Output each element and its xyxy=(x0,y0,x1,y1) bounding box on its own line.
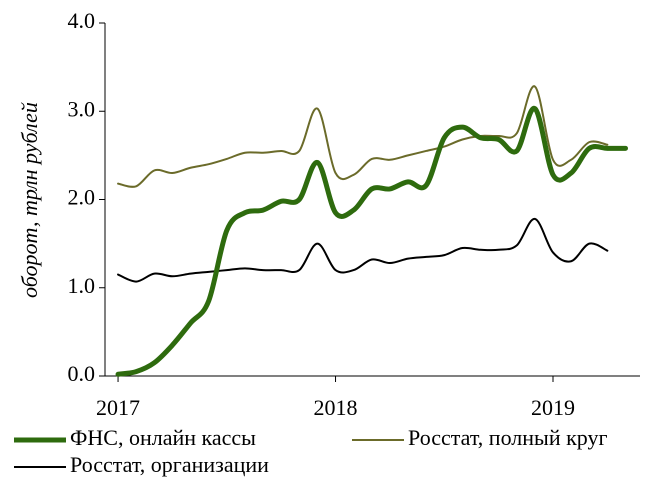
y-axis-label: оборот, трлн рублей xyxy=(17,102,42,298)
y-tick-label: 4.0 xyxy=(68,8,96,33)
x-tick-label: 2018 xyxy=(314,395,358,420)
legend-label: Росстат, организации xyxy=(70,452,269,477)
y-tick-label: 0.0 xyxy=(68,361,96,386)
legend-label: Росстат, полный круг xyxy=(408,425,608,450)
series-line xyxy=(117,217,609,283)
y-tick-label: 3.0 xyxy=(68,96,96,121)
series-line xyxy=(115,106,628,377)
legend-label: ФНС, онлайн кассы xyxy=(70,425,256,450)
y-tick-label: 2.0 xyxy=(68,185,96,210)
x-tick-label: 2017 xyxy=(96,395,140,420)
series-line xyxy=(117,85,609,188)
x-tick-label: 2019 xyxy=(531,395,575,420)
y-tick-label: 1.0 xyxy=(68,273,96,298)
